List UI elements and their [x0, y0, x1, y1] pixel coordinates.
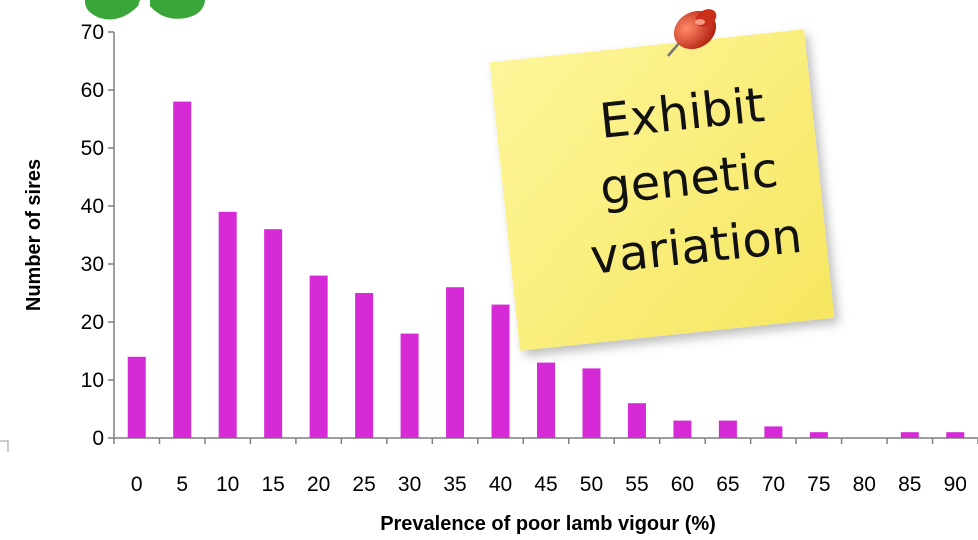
bar-15 [264, 229, 283, 438]
x-tick-label: 10 [216, 473, 239, 496]
y-tick-label: 30 [81, 253, 104, 276]
bar-90 [946, 432, 965, 438]
x-tick-label: 15 [261, 473, 284, 496]
y-tick-label: 50 [81, 137, 104, 160]
bar-25 [355, 293, 374, 438]
bar-35 [446, 287, 465, 438]
bar-60 [673, 420, 692, 438]
y-tick-label: 0 [92, 427, 104, 450]
x-tick-label: 80 [853, 473, 876, 496]
bars [127, 101, 965, 438]
y-tick-label: 70 [81, 21, 104, 44]
bar-85 [900, 432, 919, 438]
x-tick-label: 45 [534, 473, 557, 496]
corner-mark [0, 440, 9, 452]
y-axis: 0 10 20 30 40 50 60 70 [81, 21, 115, 450]
bar-75 [809, 432, 828, 438]
x-tick-label: 75 [807, 473, 830, 496]
bar-30 [400, 333, 419, 438]
y-tick-label: 10 [81, 369, 104, 392]
x-tick-label: 35 [443, 473, 466, 496]
bar-5 [173, 101, 192, 438]
x-tick-label: 90 [944, 473, 967, 496]
x-axis: 0 5 10 15 20 25 30 35 40 45 50 55 60 65 70 75 80 85 90 [113, 437, 978, 496]
push-pin-icon [667, 9, 717, 57]
x-tick-label: 65 [716, 473, 739, 496]
green-logo-icon [84, 0, 205, 20]
x-tick-label: 0 [131, 473, 143, 496]
sticky-note: Exhibit genetic variation [489, 29, 835, 351]
y-tick-label: 40 [81, 195, 104, 218]
x-tick-label: 70 [762, 473, 785, 496]
bar-45 [537, 362, 555, 438]
x-tick-label: 20 [307, 473, 330, 496]
y-axis-title: Number of sires [23, 159, 45, 311]
bar-20 [309, 275, 328, 438]
bar-55 [627, 403, 646, 438]
bar-50 [582, 368, 601, 438]
x-tick-label: 60 [671, 473, 694, 496]
bar-40 [491, 304, 510, 438]
x-tick-label: 85 [898, 473, 921, 496]
bar-65 [718, 420, 737, 438]
x-tick-label: 55 [625, 473, 648, 496]
bar-10 [218, 211, 237, 438]
bar-70 [764, 426, 783, 438]
x-axis-title: Prevalence of poor lamb vigour (%) [380, 513, 716, 535]
x-tick-label: 25 [352, 473, 375, 496]
y-tick-label: 20 [81, 311, 104, 334]
x-tick-label: 5 [176, 473, 188, 496]
y-tick-label: 60 [81, 79, 104, 102]
bar-0 [127, 356, 146, 438]
x-tick-label: 50 [580, 473, 603, 496]
x-tick-label: 40 [489, 473, 512, 496]
x-tick-label: 30 [398, 473, 421, 496]
